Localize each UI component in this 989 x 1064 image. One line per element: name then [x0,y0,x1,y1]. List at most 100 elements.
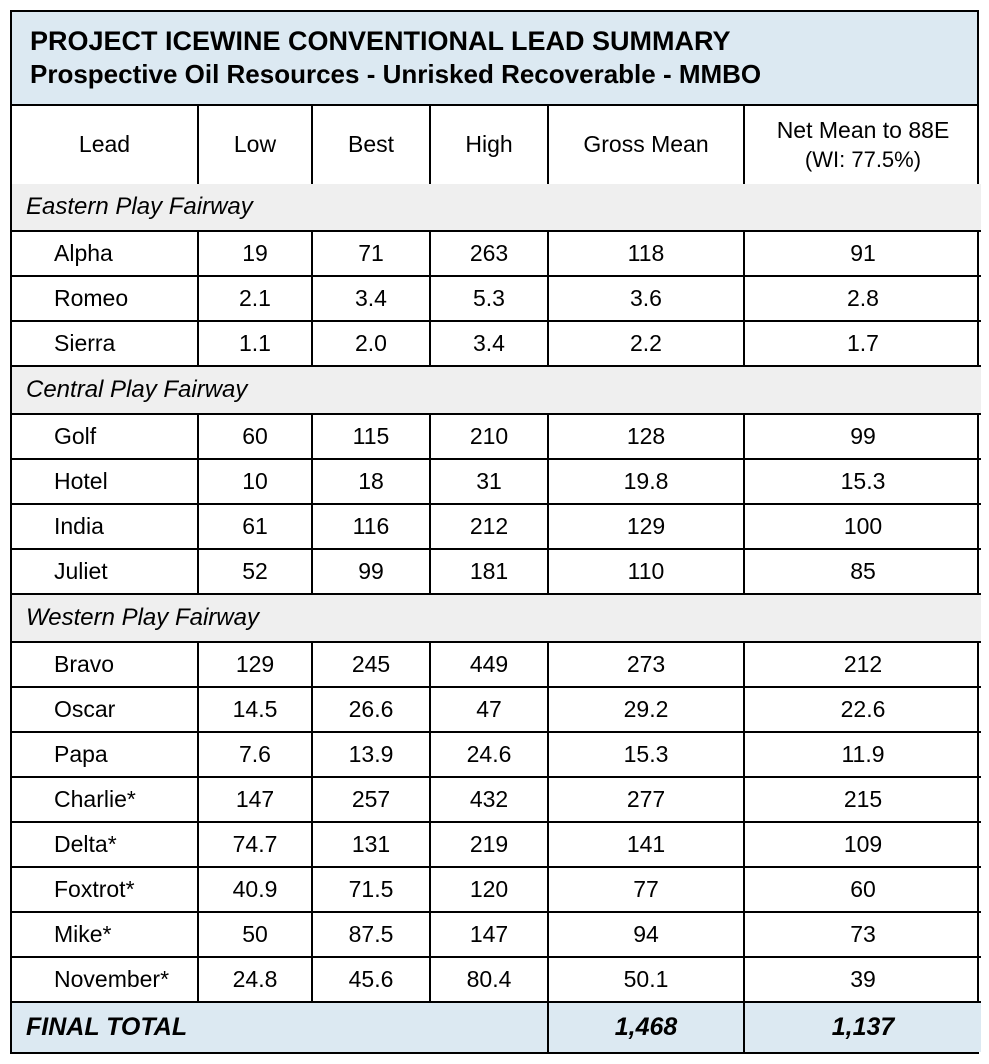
cell-low: 24.8 [198,957,312,1002]
table-row: Bravo129245449273212 [12,642,981,687]
cell-low: 10 [198,459,312,504]
cell-best: 45.6 [312,957,430,1002]
cell-best: 131 [312,822,430,867]
cell-lead: November* [12,957,198,1002]
section-name: Western Play Fairway [12,594,981,642]
cell-low: 1.1 [198,321,312,366]
cell-net: 1.7 [744,321,981,366]
table-row: Hotel10183119.815.3 [12,459,981,504]
table-row: Alpha197126311891 [12,231,981,276]
cell-gross: 141 [548,822,744,867]
cell-high: 147 [430,912,548,957]
cell-high: 3.4 [430,321,548,366]
cell-lead: Oscar [12,687,198,732]
table-row: Charlie*147257432277215 [12,777,981,822]
summary-table-container: PROJECT ICEWINE CONVENTIONAL LEAD SUMMAR… [10,10,979,1054]
table-row: Papa7.613.924.615.311.9 [12,732,981,777]
cell-net: 22.6 [744,687,981,732]
cell-gross: 129 [548,504,744,549]
section-name: Eastern Play Fairway [12,184,981,231]
cell-net: 91 [744,231,981,276]
table-row: Golf6011521012899 [12,414,981,459]
cell-low: 7.6 [198,732,312,777]
net-header-line2: (WI: 77.5%) [805,147,921,172]
cell-gross: 128 [548,414,744,459]
cell-best: 13.9 [312,732,430,777]
cell-gross: 277 [548,777,744,822]
section-name: Central Play Fairway [12,366,981,414]
cell-gross: 273 [548,642,744,687]
cell-gross: 110 [548,549,744,594]
cell-best: 18 [312,459,430,504]
col-header-best: Best [312,106,430,184]
cell-lead: Mike* [12,912,198,957]
cell-net: 15.3 [744,459,981,504]
cell-best: 26.6 [312,687,430,732]
cell-gross: 50.1 [548,957,744,1002]
cell-high: 47 [430,687,548,732]
section-row: Eastern Play Fairway [12,184,981,231]
cell-best: 71.5 [312,867,430,912]
table-row: November*24.845.680.450.139 [12,957,981,1002]
cell-low: 2.1 [198,276,312,321]
col-header-low: Low [198,106,312,184]
cell-low: 129 [198,642,312,687]
total-label: FINAL TOTAL [12,1002,548,1052]
table-row: Sierra1.12.03.42.21.7 [12,321,981,366]
col-header-gross: Gross Mean [548,106,744,184]
cell-low: 61 [198,504,312,549]
cell-high: 210 [430,414,548,459]
table-row: India61116212129100 [12,504,981,549]
cell-lead: Alpha [12,231,198,276]
cell-high: 432 [430,777,548,822]
cell-best: 257 [312,777,430,822]
cell-low: 147 [198,777,312,822]
cell-gross: 2.2 [548,321,744,366]
lead-summary-table: Lead Low Best High Gross Mean Net Mean t… [12,106,981,1052]
cell-net: 11.9 [744,732,981,777]
cell-lead: Delta* [12,822,198,867]
table-body: Eastern Play FairwayAlpha197126311891Rom… [12,184,981,1052]
cell-high: 120 [430,867,548,912]
cell-net: 60 [744,867,981,912]
cell-lead: Foxtrot* [12,867,198,912]
cell-high: 219 [430,822,548,867]
cell-net: 212 [744,642,981,687]
title-line-2: Prospective Oil Resources - Unrisked Rec… [30,59,959,90]
cell-net: 109 [744,822,981,867]
cell-low: 60 [198,414,312,459]
cell-gross: 94 [548,912,744,957]
cell-best: 87.5 [312,912,430,957]
cell-gross: 29.2 [548,687,744,732]
cell-net: 73 [744,912,981,957]
total-gross: 1,468 [548,1002,744,1052]
net-header-line1: Net Mean to 88E [777,117,950,143]
cell-best: 116 [312,504,430,549]
table-row: Mike*5087.51479473 [12,912,981,957]
col-header-lead: Lead [12,106,198,184]
cell-best: 2.0 [312,321,430,366]
cell-high: 449 [430,642,548,687]
cell-lead: Bravo [12,642,198,687]
cell-high: 181 [430,549,548,594]
table-row: Foxtrot*40.971.51207760 [12,867,981,912]
title-block: PROJECT ICEWINE CONVENTIONAL LEAD SUMMAR… [12,12,977,106]
cell-best: 99 [312,549,430,594]
cell-high: 24.6 [430,732,548,777]
cell-gross: 3.6 [548,276,744,321]
cell-lead: Golf [12,414,198,459]
cell-net: 85 [744,549,981,594]
cell-net: 99 [744,414,981,459]
cell-high: 80.4 [430,957,548,1002]
table-row: Juliet529918111085 [12,549,981,594]
cell-low: 50 [198,912,312,957]
section-row: Central Play Fairway [12,366,981,414]
total-net: 1,137 [744,1002,981,1052]
cell-best: 71 [312,231,430,276]
cell-lead: Juliet [12,549,198,594]
cell-lead: India [12,504,198,549]
cell-lead: Hotel [12,459,198,504]
cell-low: 14.5 [198,687,312,732]
cell-gross: 118 [548,231,744,276]
cell-high: 31 [430,459,548,504]
